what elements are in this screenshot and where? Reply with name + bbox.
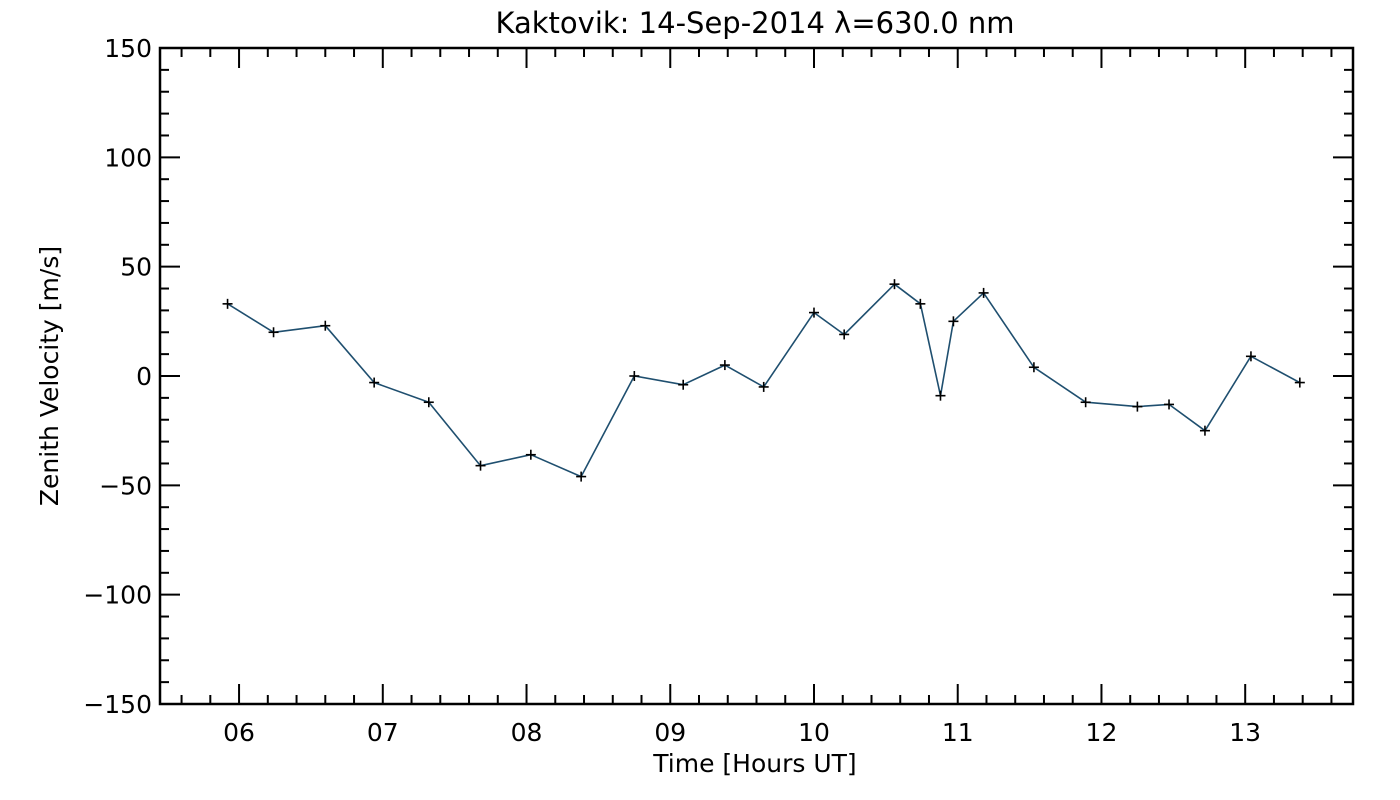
data-point (1294, 377, 1305, 388)
x-tick-label: 08 (511, 718, 543, 747)
series-line (227, 283, 1301, 478)
data-point (1080, 397, 1091, 408)
data-point (1199, 425, 1210, 436)
data-point (889, 279, 900, 290)
y-tick-labels: 150 100 50 0 −50 −100 −150 (83, 34, 152, 719)
data-point (629, 371, 640, 381)
chart-title: Kaktovik: 14-Sep-2014 λ=630.0 nm (495, 6, 1014, 40)
plot-frame (158, 46, 1355, 706)
x-tick-label: 06 (223, 718, 255, 747)
data-point (1245, 351, 1256, 362)
data-point (222, 298, 233, 309)
y-tick-label: 0 (136, 362, 152, 391)
data-point (948, 316, 959, 327)
y-tick-label: −100 (83, 581, 152, 610)
x-axis-label: Time [Hours UT] (652, 749, 856, 778)
data-point (576, 471, 587, 482)
x-tick-label: 11 (942, 718, 974, 747)
data-point (320, 320, 331, 331)
x-tick-label: 10 (798, 718, 830, 747)
data-point (678, 379, 689, 390)
y-tick-label: −50 (99, 471, 152, 500)
y-tick-label: −150 (83, 690, 152, 719)
data-point (1132, 401, 1143, 412)
y-tick-label: 50 (120, 253, 152, 282)
data-point (758, 381, 769, 392)
data-point (978, 287, 989, 298)
data-point (935, 390, 946, 401)
data-point (475, 460, 486, 471)
y-tick-label: 100 (104, 143, 152, 172)
x-tick-label: 09 (654, 718, 686, 747)
major-ticks (160, 47, 1353, 705)
y-tick-label: 150 (104, 34, 152, 63)
data-point (915, 298, 926, 309)
y-axis-label: Zenith Velocity [m/s] (35, 246, 64, 506)
minor-ticks (160, 48, 1353, 704)
data-series (222, 279, 1305, 482)
x-tick-label: 13 (1229, 718, 1261, 747)
data-point (369, 377, 380, 388)
data-point (1164, 399, 1175, 410)
data-point (808, 307, 819, 318)
data-point (1028, 362, 1039, 373)
data-point (268, 327, 279, 338)
x-tick-label: 07 (367, 718, 399, 747)
x-tick-labels: 06 07 08 09 10 11 12 13 (223, 718, 1261, 747)
data-point (525, 449, 536, 460)
x-tick-label: 12 (1086, 718, 1118, 747)
data-point (719, 360, 730, 371)
data-point (423, 397, 434, 408)
data-point (839, 329, 850, 340)
